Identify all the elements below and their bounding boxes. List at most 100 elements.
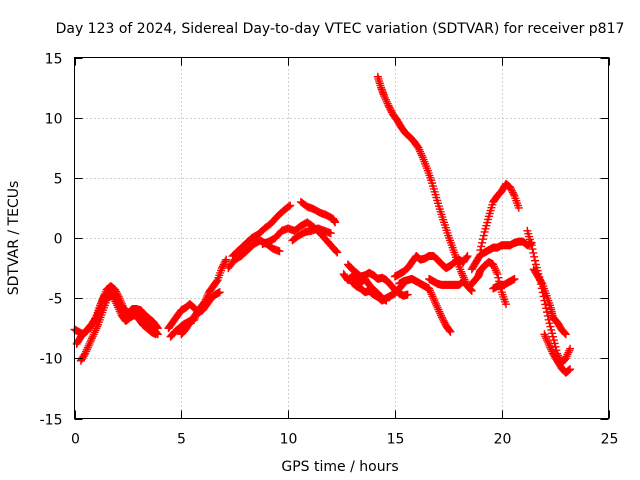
data-point	[479, 231, 488, 240]
data-point	[548, 347, 557, 356]
series-sat-track-3	[76, 289, 162, 365]
data-point	[546, 343, 555, 352]
data-point	[416, 149, 425, 158]
data-point	[286, 201, 295, 210]
data-point	[547, 325, 556, 334]
data-point	[437, 313, 446, 322]
data-point	[561, 330, 570, 339]
data-point	[530, 252, 539, 261]
data-point	[436, 309, 445, 318]
data-point	[564, 366, 573, 375]
data-point	[284, 202, 293, 211]
data-point	[91, 314, 100, 323]
data-point	[477, 242, 486, 251]
data-point	[81, 349, 90, 358]
data-point	[87, 336, 96, 345]
y-tick-label: -15	[40, 413, 63, 429]
data-point	[507, 186, 516, 195]
data-point	[543, 337, 552, 346]
data-point	[89, 330, 98, 339]
data-point	[90, 328, 99, 337]
data-point	[431, 298, 440, 307]
series-sat-track-11	[288, 224, 335, 245]
data-point	[489, 260, 498, 269]
data-point	[545, 341, 554, 350]
data-point	[386, 105, 395, 114]
series-sat-track-25	[540, 330, 575, 377]
data-point	[547, 345, 556, 354]
data-point	[192, 310, 201, 319]
data-point	[331, 246, 340, 255]
data-point	[446, 327, 455, 336]
data-point	[381, 93, 390, 102]
y-tick-label: -5	[49, 292, 63, 308]
data-point	[440, 318, 449, 327]
data-point	[218, 262, 227, 271]
data-point	[566, 365, 575, 374]
data-point	[91, 326, 100, 335]
data-point	[88, 332, 97, 341]
data-point	[439, 316, 448, 325]
data-point	[219, 260, 228, 269]
data-point	[426, 288, 435, 297]
data-point	[457, 267, 466, 276]
data-point	[548, 332, 557, 341]
data-point	[403, 290, 412, 299]
series-sat-track-10	[296, 197, 340, 227]
data-point	[490, 262, 499, 271]
data-point	[220, 259, 229, 268]
data-point	[560, 329, 569, 338]
data-point	[529, 248, 538, 257]
data-point	[387, 106, 396, 115]
data-point	[541, 332, 550, 341]
data-point	[462, 253, 471, 262]
data-point	[563, 350, 572, 359]
data-point	[93, 322, 102, 331]
series-sat-track-20	[476, 179, 523, 255]
data-point	[435, 307, 444, 316]
data-point	[331, 218, 340, 227]
data-point	[551, 342, 560, 351]
data-point	[381, 95, 390, 104]
data-point	[565, 346, 574, 355]
series-sat-track-15	[373, 72, 470, 286]
data-point	[527, 241, 536, 250]
y-axis-tick-labels: -15 -10 -5 0 5 10 15	[40, 52, 63, 429]
series-sat-track-17	[395, 274, 455, 336]
data-point	[428, 292, 437, 301]
data-point	[566, 344, 575, 353]
chart-title: Day 123 of 2024, Sidereal Day-to-day VTE…	[56, 21, 625, 37]
data-point	[383, 99, 392, 108]
y-tick-label: 0	[54, 232, 63, 248]
data-point	[430, 296, 439, 305]
data-point	[540, 330, 549, 339]
data-point	[326, 229, 335, 238]
x-tick-label: 20	[494, 432, 512, 448]
data-point	[542, 334, 551, 343]
series-sat-track-18	[425, 274, 476, 295]
data-point	[549, 336, 558, 345]
data-point	[416, 147, 425, 156]
data-point	[510, 274, 519, 283]
data-point	[560, 328, 569, 337]
data-point	[531, 256, 540, 265]
data-point	[152, 329, 161, 338]
data-point	[275, 247, 284, 256]
y-tick-label: 15	[45, 52, 63, 68]
data-point	[490, 264, 499, 273]
data-point	[433, 303, 442, 312]
data-point	[190, 315, 199, 324]
x-tick-label: 0	[71, 432, 80, 448]
data-point	[565, 365, 574, 374]
y-tick-label: 5	[54, 172, 63, 188]
data-point	[537, 278, 546, 287]
data-point	[467, 286, 476, 295]
data-point	[83, 343, 92, 352]
x-tick-label: 5	[177, 432, 186, 448]
y-tick-label: -10	[40, 352, 63, 368]
data-point	[507, 185, 516, 194]
y-axis-label: SDTVAR / TECUs	[6, 181, 22, 296]
series-sat-track-21	[467, 237, 536, 274]
data-point	[215, 288, 224, 297]
data-point	[415, 145, 424, 154]
